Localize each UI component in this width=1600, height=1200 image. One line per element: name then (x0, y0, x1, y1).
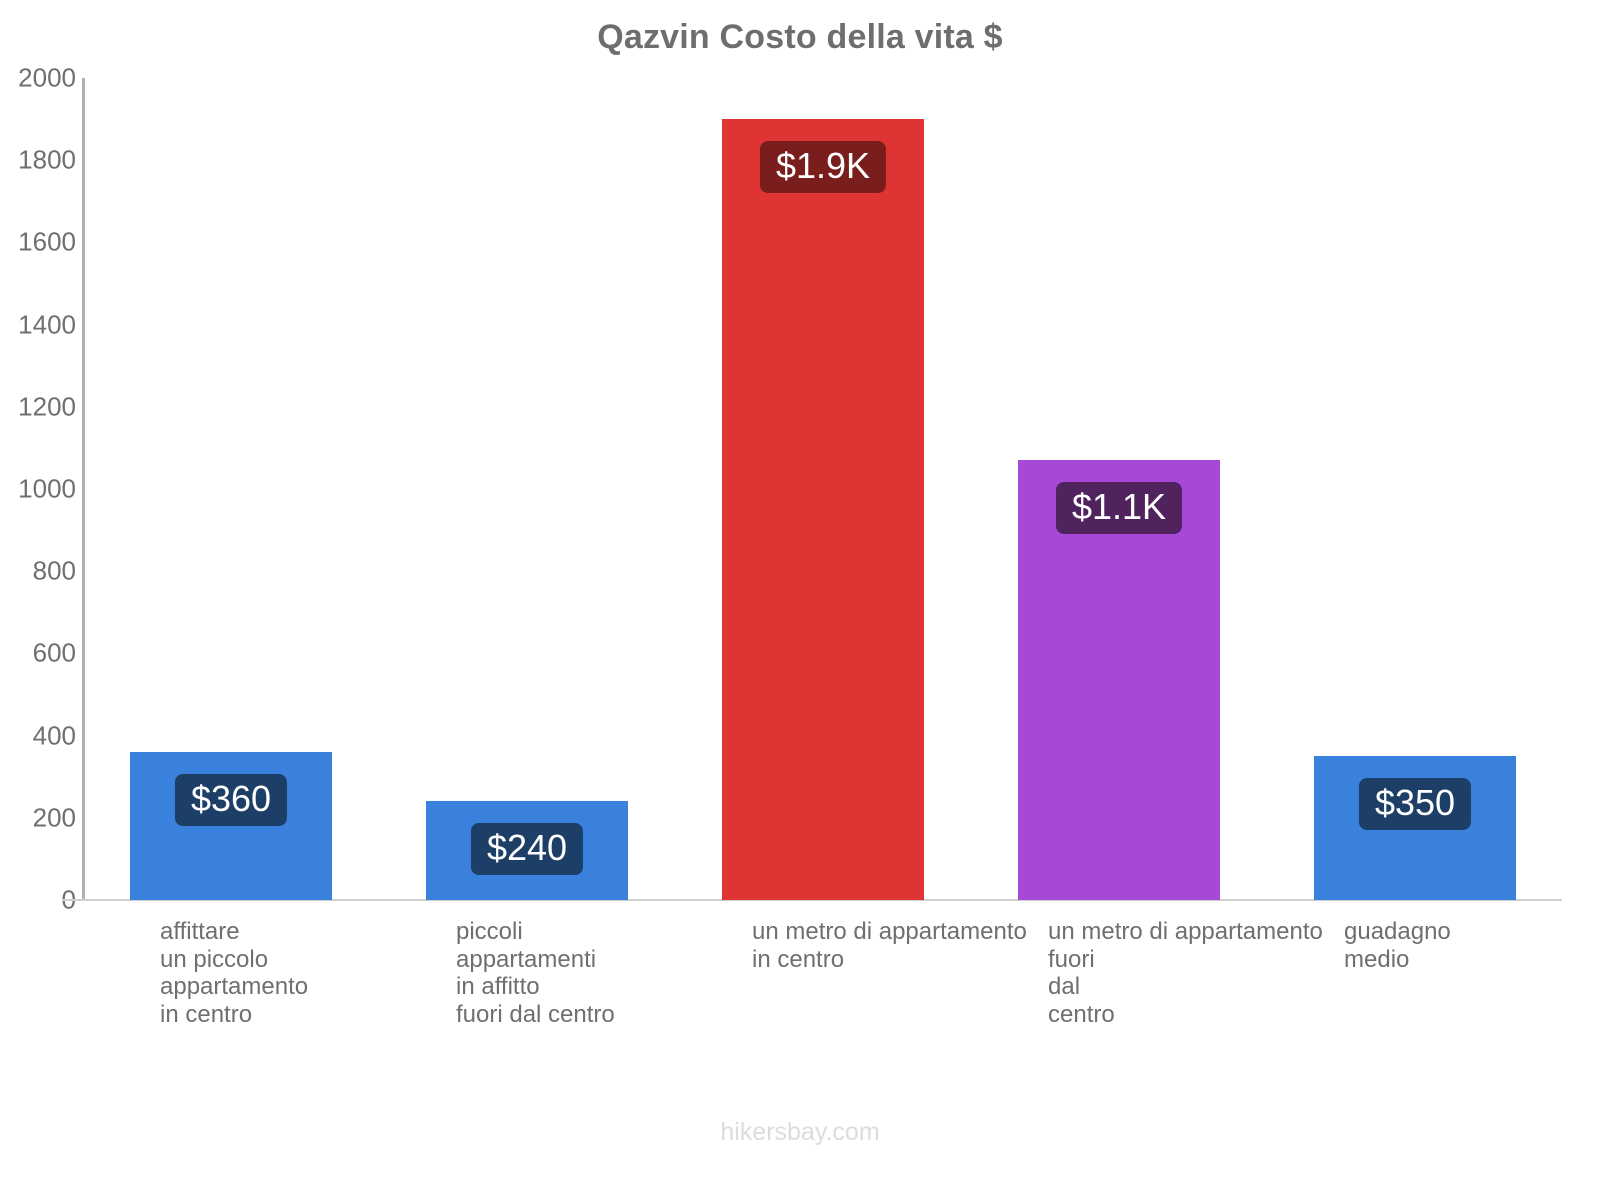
bar-value-label-3: $1.9K (759, 141, 887, 194)
y-axis-tick-1400: 1400 (18, 309, 76, 340)
bar-2[interactable]: $240 (426, 801, 628, 900)
y-axis-tick-1200: 1200 (18, 391, 76, 422)
bar-value-label-1: $360 (174, 774, 288, 827)
bar-3[interactable]: $1.9K (722, 119, 924, 900)
y-axis-tick-1800: 1800 (18, 144, 76, 175)
plot-area: $360 $240 $1.9K $1.1K $350 (83, 78, 1563, 900)
y-axis-tick-labels: 2000 1800 1600 1400 1200 1000 800 600 400 200 0 (0, 63, 76, 915)
y-axis-tick-1000: 1000 (18, 473, 76, 504)
y-axis-tick-800: 800 (32, 555, 76, 586)
watermark-text: hikersbay.com (720, 1118, 880, 1146)
bar-5[interactable]: $350 (1314, 756, 1516, 900)
x-axis-label-5: guadagno medio (1344, 918, 1451, 973)
bar-1[interactable]: $360 (130, 752, 332, 900)
bar-value-label-5: $350 (1358, 778, 1472, 831)
bar-value-label-4: $1.1K (1055, 482, 1183, 535)
x-axis-label-3: un metro di appartamento in centro (752, 918, 1027, 973)
x-axis-label-2: piccoli appartamenti in affitto fuori da… (456, 918, 615, 1028)
bar-value-label-2: $240 (470, 823, 584, 876)
y-axis-tick-1600: 1600 (18, 226, 76, 257)
y-axis-tick-600: 600 (32, 637, 76, 668)
y-axis-tick-200: 200 (32, 802, 76, 833)
x-axis-baseline (62, 899, 1562, 901)
y-axis-line (82, 78, 85, 900)
x-axis-label-4: un metro di appartamento fuori dal centr… (1048, 918, 1323, 1028)
y-axis-tick-400: 400 (32, 720, 76, 751)
y-axis-tick-2000: 2000 (18, 62, 76, 93)
chart-title: Qazvin Costo della vita $ (597, 18, 1003, 56)
bar-4[interactable]: $1.1K (1018, 460, 1220, 900)
x-axis-label-1: affittare un piccolo appartamento in cen… (160, 918, 309, 1028)
